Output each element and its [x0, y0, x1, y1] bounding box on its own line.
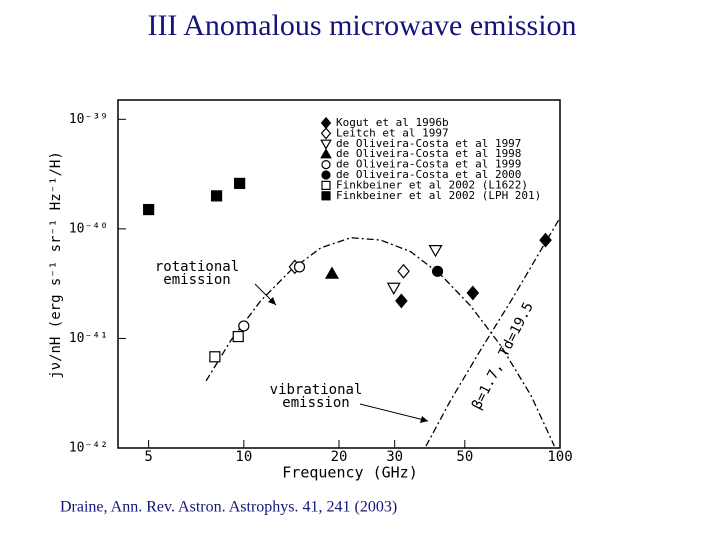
legend-label: de Oliveira-Costa et al 2000	[336, 168, 521, 181]
arrow-head	[268, 297, 276, 305]
x-tick-label: 50	[456, 449, 473, 465]
data-point	[395, 293, 408, 309]
x-axis-label: Frequency (GHz)	[282, 464, 417, 482]
slide-title: III Anomalous microwave emission	[147, 9, 576, 42]
data-point	[466, 285, 480, 301]
legend-label: Leitch et al 1997	[336, 126, 449, 139]
x-tick-label: 5	[144, 449, 152, 465]
y-tick-label: 10⁻⁴⁰	[69, 221, 108, 236]
legend-label: Finkbeiner et al 2002 (LPH 201)	[336, 189, 541, 202]
curve-label: rotational	[155, 259, 239, 275]
data-point	[428, 244, 443, 258]
caption: Draine, Ann. Rev. Astron. Astrophys. 41,…	[60, 499, 397, 516]
legend-marker	[320, 127, 332, 140]
x-tick-label: 10	[235, 449, 252, 465]
data-point	[210, 190, 223, 202]
legend-marker	[321, 180, 331, 190]
arrow	[359, 403, 429, 422]
model-curve	[425, 219, 560, 447]
legend-marker	[320, 116, 332, 130]
legend-label: Kogut et al 1996b	[336, 116, 449, 129]
model-curve	[205, 237, 555, 447]
data-point	[234, 177, 246, 189]
y-tick-label: 10⁻³⁹	[69, 112, 108, 127]
curve-label: vibrational	[270, 382, 363, 398]
data-point	[539, 232, 552, 248]
legend-marker	[320, 139, 332, 150]
data-point	[431, 265, 444, 277]
legend-marker	[321, 170, 331, 180]
legend-label: de Oliveira-Costa et al 1997	[336, 137, 521, 150]
legend-label: Finkbeiner et al 2002 (L1622)	[336, 178, 528, 191]
x-tick-label: 20	[331, 449, 348, 465]
legend-marker	[320, 148, 332, 159]
legend-label: de Oliveira-Costa et al 1998	[336, 147, 521, 160]
data-point	[293, 261, 306, 273]
x-tick-label: 100	[547, 449, 572, 465]
legend-marker	[321, 160, 331, 170]
data-point	[143, 203, 155, 216]
data-point	[238, 320, 250, 332]
data-point	[209, 351, 221, 363]
data-point	[386, 282, 401, 295]
legend-label: de Oliveira-Costa et al 1999	[336, 158, 521, 171]
x-tick-label: 30	[386, 449, 403, 465]
data-point	[324, 266, 339, 279]
curve-label: emission	[163, 272, 230, 288]
y-tick-label: 10⁻⁴²	[69, 441, 108, 456]
y-tick-label: 10⁻⁴¹	[69, 331, 108, 346]
legend-marker	[321, 191, 331, 201]
arrow-head	[420, 416, 428, 423]
data-point	[397, 263, 410, 279]
data-point	[232, 330, 244, 343]
curve-label: emission	[282, 395, 349, 411]
y-axis-label: jν/nH (erg s⁻¹ sr⁻¹ Hz⁻¹/H)	[48, 151, 64, 379]
